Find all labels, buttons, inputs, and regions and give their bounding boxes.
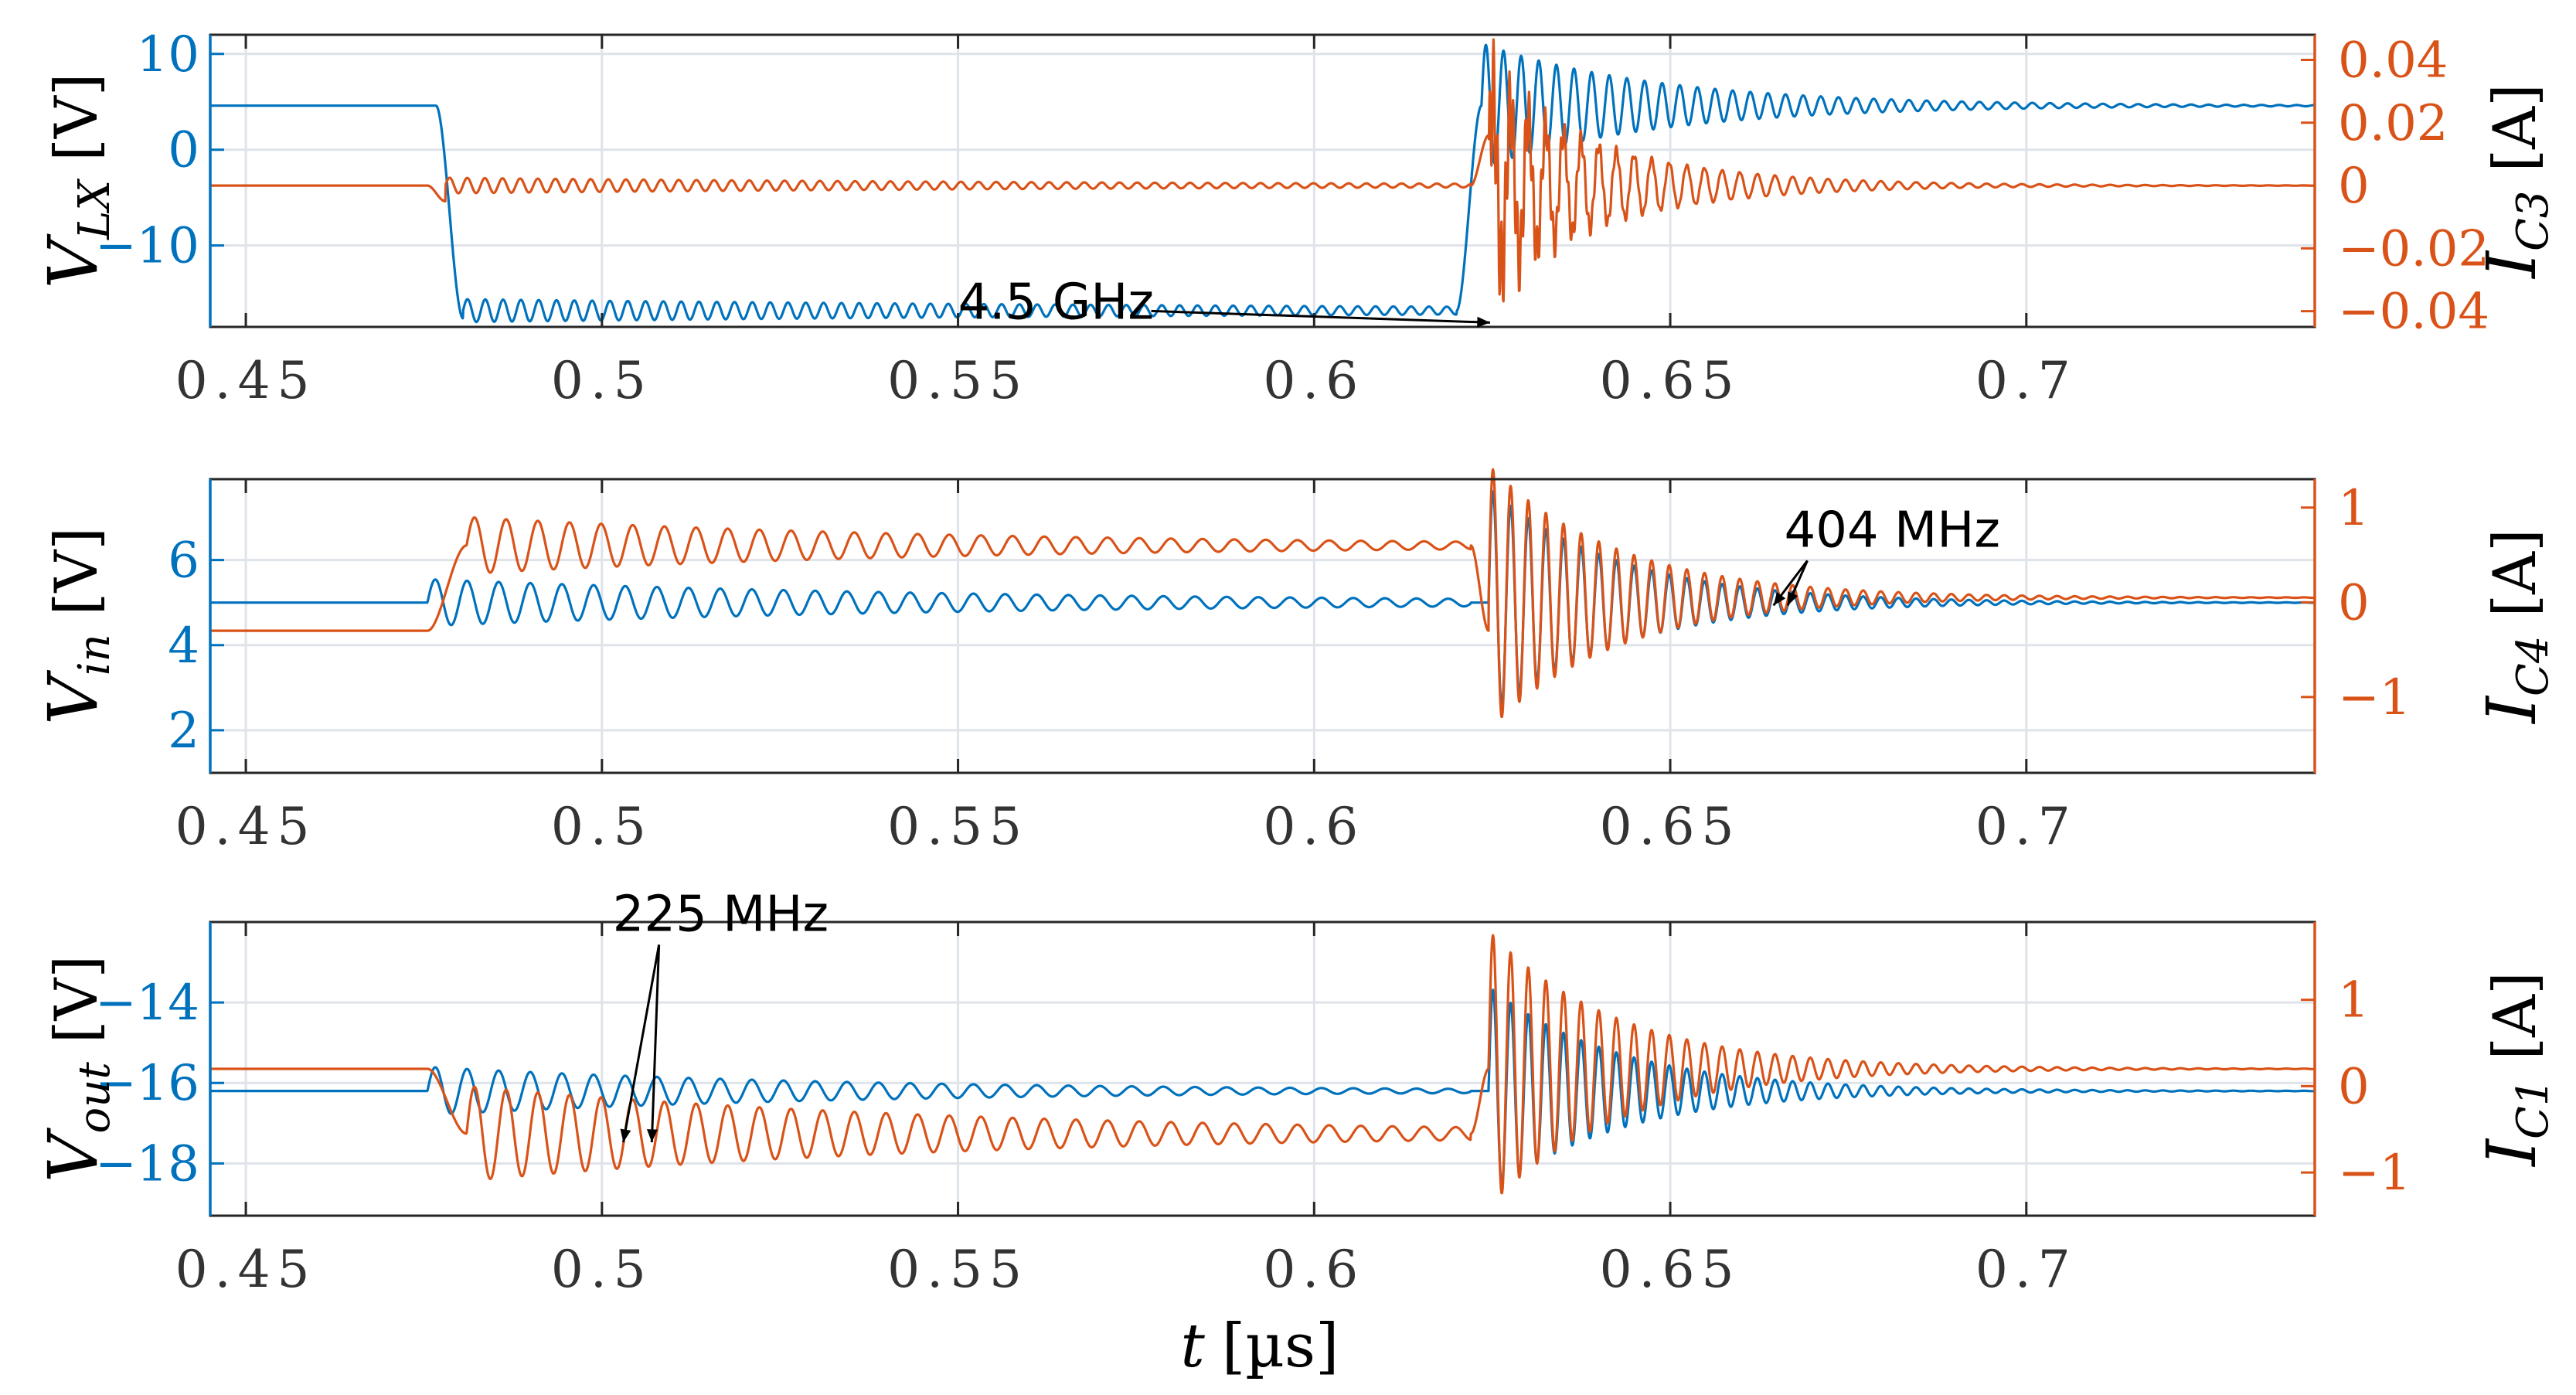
x-tick-label: 0.7	[1975, 351, 2077, 410]
x-tick-label: 0.45	[175, 797, 317, 856]
right-y-tick-label: −0.02	[2338, 220, 2489, 277]
right-y-tick-label: −1	[2338, 669, 2411, 726]
left-y-axis-label: VLX [V]	[33, 73, 120, 289]
annotation-arrow	[1151, 309, 1490, 324]
x-tick-label: 0.6	[1263, 1240, 1365, 1299]
annotation-arrowhead	[1788, 591, 1798, 606]
left-y-tick-label: 0	[168, 122, 199, 179]
left-y-axis-label-unit: [V]	[42, 73, 111, 162]
annotation-label: 4.5 GHz	[958, 274, 1154, 331]
left-y-axis-label-sub: LX	[70, 179, 120, 240]
left-y-axis-label-var: V	[33, 233, 113, 288]
left-y-tick-label: 6	[168, 532, 199, 590]
x-axis-label-unit: [µs]	[1222, 1312, 1339, 1381]
annotation-arrowhead	[620, 1128, 631, 1142]
left-y-axis-label-unit: [V]	[42, 955, 111, 1043]
x-axis-label-var: t	[1181, 1312, 1206, 1381]
annotation-arrowhead	[1477, 316, 1490, 328]
left-y-axis-label-unit: [V]	[42, 527, 111, 615]
x-axis-label: t [µs]	[1181, 1312, 1339, 1381]
x-tick-label: 0.65	[1600, 1240, 1741, 1299]
left-y-axis-label-sub: in	[70, 634, 120, 675]
x-tick-label: 0.55	[887, 351, 1029, 410]
subplot-2: 0.45 0.5 0.55 0.6 0.65 0.7 6 4 2 1 0 −1 Vin [V] IC4 [A]…	[33, 468, 2558, 856]
right-y-tick-label: 0	[2338, 574, 2370, 631]
right-y-tick-label: 0.04	[2338, 32, 2448, 90]
series-right-line	[209, 468, 2316, 719]
right-y-axis-label-var: I	[2472, 1138, 2551, 1168]
right-y-tick-label: 1	[2338, 480, 2370, 537]
right-y-axis-label-var: I	[2472, 695, 2551, 725]
right-y-axis-label: IC1 [A]	[2472, 971, 2558, 1167]
series-right-line	[209, 934, 2316, 1195]
left-y-tick-label: −18	[95, 1135, 199, 1193]
right-y-tick-label: 0	[2338, 158, 2370, 215]
x-tick-label: 0.45	[175, 1240, 317, 1299]
x-tick-label: 0.5	[551, 351, 653, 410]
x-tick-label: 0.55	[887, 797, 1029, 856]
right-y-axis-label-sub: C4	[2508, 635, 2558, 696]
series-left-line	[209, 43, 2316, 324]
x-tick-label: 0.6	[1263, 351, 1365, 410]
left-y-axis-label-var: V	[33, 1127, 113, 1182]
right-y-tick-label: 0	[2338, 1058, 2370, 1115]
x-tick-label: 0.65	[1600, 797, 1741, 856]
right-y-axis-label: IC3 [A]	[2472, 83, 2558, 279]
right-y-tick-label: −1	[2338, 1145, 2411, 1202]
left-y-tick-label: 2	[168, 703, 199, 760]
x-tick-label: 0.5	[551, 1240, 653, 1299]
right-y-axis-label-sub: C3	[2508, 190, 2558, 250]
annotation-arrowhead	[646, 1129, 658, 1142]
right-y-axis-label-sub: C1	[2508, 1078, 2558, 1138]
left-y-tick-label: −14	[95, 975, 199, 1032]
subplot-3: 0.45 0.5 0.55 0.6 0.65 0.7 −14 −16 −18 1 0 −1 Vout [V…	[33, 886, 2558, 1299]
x-tick-label: 0.55	[887, 1240, 1029, 1299]
right-y-axis-label-unit: [A]	[2480, 971, 2549, 1060]
subplots: 0.45 0.5 0.55 0.6 0.65 0.7100−100.040.020−0.0…	[33, 26, 2558, 1299]
series-left-line	[209, 988, 2316, 1186]
x-tick-label: 0.45	[175, 351, 317, 410]
left-y-axis-label: Vin [V]	[33, 527, 120, 725]
left-y-tick-label: −10	[95, 218, 199, 275]
x-tick-label: 0.6	[1263, 797, 1365, 856]
left-y-tick-label: 10	[137, 26, 199, 83]
series-left-line	[209, 490, 2316, 707]
series-right-line	[209, 38, 2316, 303]
right-y-axis-label-unit: [A]	[2480, 83, 2549, 172]
annotation-arrow	[621, 944, 661, 1143]
x-tick-label: 0.65	[1600, 351, 1741, 410]
left-y-axis-label-var: V	[33, 669, 113, 725]
left-y-axis-label-sub: out	[70, 1062, 120, 1134]
x-tick-label: 0.7	[1975, 1240, 2077, 1299]
left-y-axis-label: Vout [V]	[33, 955, 120, 1182]
annotation-arrow	[650, 944, 661, 1143]
left-y-tick-label: 4	[168, 618, 199, 675]
right-y-axis-label: IC4 [A]	[2472, 529, 2558, 724]
subplot-1: 0.45 0.5 0.55 0.6 0.65 0.7100−100.040.020−0.0…	[33, 26, 2558, 410]
right-y-tick-label: −0.04	[2338, 284, 2489, 341]
annotation-label: 225 MHz	[613, 886, 829, 943]
x-tick-label: 0.7	[1975, 797, 2077, 856]
annotation-label: 404 MHz	[1784, 502, 1999, 559]
right-y-tick-label: 0.02	[2338, 95, 2448, 152]
annotation-arrowhead	[1773, 591, 1786, 606]
right-y-axis-label-unit: [A]	[2480, 529, 2549, 617]
x-tick-label: 0.5	[551, 797, 653, 856]
left-y-tick-label: −16	[95, 1055, 199, 1112]
right-y-tick-label: 1	[2338, 972, 2370, 1029]
right-y-axis-label-var: I	[2472, 250, 2551, 280]
